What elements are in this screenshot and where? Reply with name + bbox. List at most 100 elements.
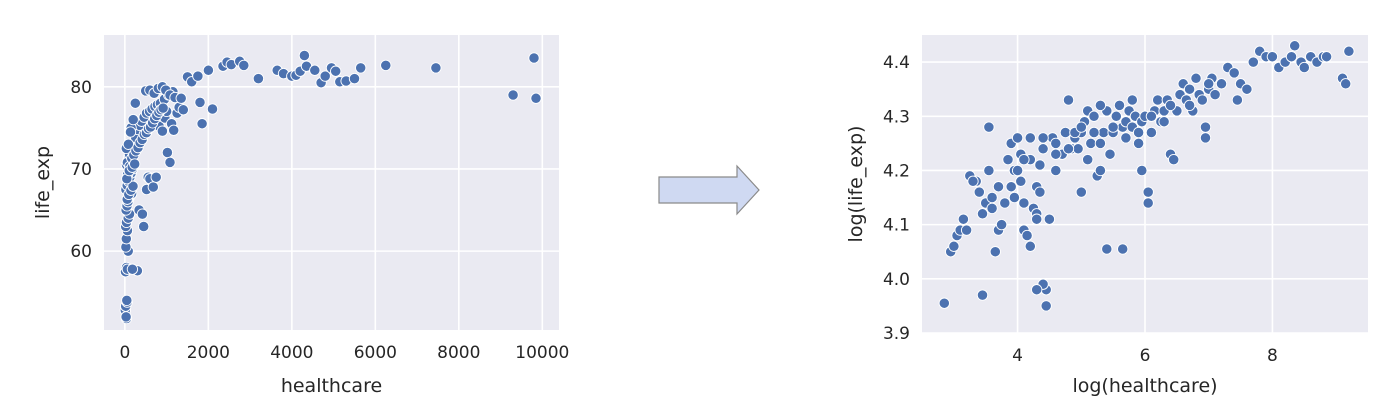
data-point: [1024, 132, 1036, 144]
data-point: [960, 224, 973, 236]
data-point: [121, 294, 133, 307]
data-point: [1132, 126, 1145, 139]
data-point: [1120, 132, 1132, 144]
data-point: [1011, 164, 1024, 177]
data-point: [1158, 116, 1170, 128]
data-point: [1209, 88, 1221, 101]
data-point: [976, 289, 989, 301]
x-axis-label: healthcare: [281, 375, 382, 397]
data-point: [983, 164, 995, 177]
x-tick-label: 4000: [270, 343, 313, 363]
data-point: [126, 263, 139, 275]
y-tick-label: 80: [70, 78, 92, 98]
y-tick-label: 60: [70, 242, 92, 262]
data-point: [298, 49, 311, 62]
x-tick-label: 0: [119, 343, 130, 363]
data-point: [1059, 126, 1072, 139]
data-point: [319, 70, 331, 82]
data-point: [1142, 186, 1154, 198]
data-point: [1183, 83, 1196, 95]
data-point: [330, 65, 342, 77]
data-point: [1320, 51, 1333, 63]
data-point: [1040, 300, 1052, 312]
x-tick-label: 8: [1267, 346, 1278, 366]
y-tick-label: 70: [70, 160, 92, 180]
data-point: [1126, 94, 1138, 106]
data-point: [1266, 51, 1279, 63]
data-point: [156, 125, 169, 137]
data-point: [309, 64, 321, 76]
data-point: [1228, 67, 1240, 79]
data-point: [1183, 99, 1196, 112]
data-point: [1107, 121, 1119, 133]
data-point: [1005, 181, 1017, 193]
data-point: [1298, 61, 1310, 74]
x-tick-label: 10000: [515, 343, 569, 363]
data-point: [124, 126, 137, 138]
y-tick-label: 4.3: [883, 107, 910, 127]
data-point: [196, 118, 208, 130]
data-point: [1094, 164, 1107, 177]
data-point: [127, 180, 139, 192]
y-axis-label: log(life_exp): [845, 126, 867, 243]
data-point: [999, 197, 1011, 209]
data-point: [1011, 132, 1024, 144]
data-point: [157, 102, 169, 114]
right-arrow-icon: [658, 164, 760, 216]
data-point: [1285, 51, 1298, 63]
data-point: [1002, 153, 1014, 166]
data-point: [129, 158, 141, 170]
data-point: [1289, 40, 1301, 52]
data-point: [238, 59, 250, 72]
data-point: [973, 186, 985, 198]
data-point: [1203, 78, 1215, 90]
scatter-chart-log-healthcare-vs-log-life-exp: 4 6 8 3.9 4.0 4.1 4.2 4.3 4.4 log(healthcare) log(…: [845, 35, 1368, 397]
data-point: [1085, 137, 1097, 150]
data-point: [177, 104, 189, 116]
x-tick-label: 6000: [354, 343, 397, 363]
data-point: [1034, 186, 1046, 198]
data-point: [1024, 240, 1036, 252]
data-point: [938, 297, 950, 309]
data-point: [1199, 121, 1212, 133]
data-point: [1075, 121, 1087, 133]
data-point: [1037, 143, 1049, 155]
data-point: [194, 96, 206, 109]
data-point: [1050, 137, 1062, 150]
data-point: [192, 70, 204, 82]
data-point: [1015, 175, 1027, 187]
data-point: [1043, 213, 1056, 225]
data-point: [1241, 83, 1253, 95]
data-point: [1072, 143, 1084, 155]
data-point: [989, 246, 1001, 258]
data-point: [252, 72, 265, 85]
data-point: [1117, 243, 1129, 255]
data-point: [1018, 153, 1030, 166]
data-point: [1152, 94, 1164, 106]
data-point: [161, 146, 174, 159]
data-point: [1034, 159, 1046, 171]
data-point: [1018, 197, 1030, 209]
data-point: [1136, 164, 1148, 177]
data-point: [1031, 213, 1043, 225]
data-point: [164, 156, 176, 169]
data-point: [1247, 56, 1259, 68]
data-point: [129, 97, 141, 109]
data-point: [1145, 110, 1158, 122]
data-point: [1199, 132, 1212, 144]
data-point: [1062, 143, 1075, 155]
data-point: [528, 52, 540, 64]
data-point: [202, 64, 215, 76]
data-point: [1094, 99, 1107, 112]
data-point: [1075, 186, 1087, 198]
data-point: [1168, 153, 1180, 166]
data-point: [1062, 94, 1075, 106]
data-point: [1101, 243, 1113, 255]
plot-area: [104, 35, 559, 330]
y-tick-label: 4.0: [883, 270, 910, 290]
data-point: [147, 181, 159, 193]
data-point: [992, 181, 1005, 193]
data-point: [1088, 110, 1100, 122]
data-point: [1110, 110, 1122, 122]
